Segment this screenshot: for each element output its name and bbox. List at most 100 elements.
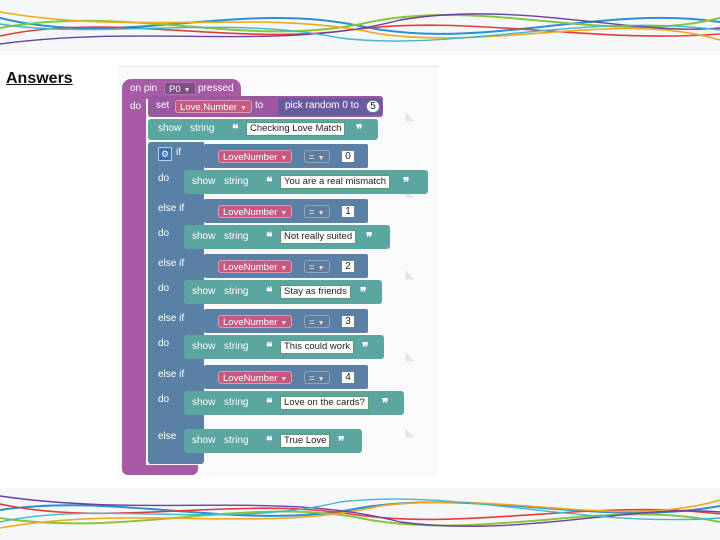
top-decorative-band xyxy=(0,0,720,55)
open-quote-icon: ❝ xyxy=(266,230,273,244)
pick-random-label: pick random 0 to xyxy=(285,100,359,111)
string-value-field[interactable]: Love on the cards? xyxy=(280,396,369,410)
show-label: show xyxy=(192,176,216,187)
random-max-value[interactable]: 5 xyxy=(366,100,380,113)
close-quote-icon: ❞ xyxy=(360,285,367,299)
condition-variable-name: LoveNumber xyxy=(223,317,278,328)
close-quote-icon: ❞ xyxy=(362,340,369,354)
watermark-icon: ◣ xyxy=(405,349,415,363)
watermark-icon: ◣ xyxy=(405,267,415,281)
else-label: else xyxy=(158,431,177,442)
set-variable-name: Love.Number xyxy=(180,102,238,113)
watermark-icon: ◣ xyxy=(405,425,415,439)
do-label: do xyxy=(158,394,170,405)
do-label: do xyxy=(158,228,170,239)
chevron-down-icon: ▼ xyxy=(317,320,325,327)
set-variable-dropdown[interactable]: Love.Number ▼ xyxy=(175,100,252,113)
string-value-field[interactable]: You are a real mismatch xyxy=(280,175,391,189)
compare-value[interactable]: 4 xyxy=(341,371,355,384)
open-quote-icon: ❝ xyxy=(266,175,273,189)
string-label: string xyxy=(190,123,215,134)
pin-dropdown[interactable]: P0 ▼ xyxy=(164,82,196,95)
show-label: show xyxy=(192,341,216,352)
compare-value[interactable]: 0 xyxy=(341,150,355,163)
string-value-field[interactable]: Checking Love Match xyxy=(246,122,346,136)
condition-variable-name: LoveNumber xyxy=(223,207,278,218)
close-quote-icon: ❞ xyxy=(366,230,373,244)
operator-value: = xyxy=(309,262,315,273)
open-quote-icon: ❝ xyxy=(266,434,273,448)
open-quote-icon: ❝ xyxy=(266,340,273,354)
string-label: string xyxy=(224,397,249,408)
operator-value: = xyxy=(309,152,315,163)
condition-variable-name: LoveNumber xyxy=(223,262,278,273)
operator-value: = xyxy=(309,317,315,328)
event-block-spine[interactable] xyxy=(122,99,146,475)
slide-title: Answers xyxy=(6,70,73,87)
condition-variable-dropdown[interactable]: LoveNumber ▼ xyxy=(218,371,293,384)
string-label: string xyxy=(224,231,249,242)
chevron-down-icon: ▼ xyxy=(317,376,325,383)
show-label: show xyxy=(192,435,216,446)
event-block-foot xyxy=(122,465,198,475)
string-value-field[interactable]: Stay as friends xyxy=(280,285,351,299)
pin-value: P0 xyxy=(169,84,181,95)
do-label: do xyxy=(158,283,170,294)
operator-dropdown[interactable]: = ▼ xyxy=(304,315,330,328)
watermark-icon: ◣ xyxy=(405,109,415,123)
chevron-down-icon: ▼ xyxy=(280,320,288,327)
operator-value: = xyxy=(309,373,315,384)
open-quote-icon: ❝ xyxy=(266,396,273,410)
if-label: if xyxy=(176,147,181,158)
show-label: show xyxy=(192,231,216,242)
do-label: do xyxy=(158,173,170,184)
string-value-field[interactable]: True Love xyxy=(280,434,331,448)
condition-variable-dropdown[interactable]: LoveNumber ▼ xyxy=(218,315,293,328)
open-quote-icon: ❝ xyxy=(266,285,273,299)
else-if-label: else if xyxy=(158,369,185,380)
wave-decoration xyxy=(0,495,720,529)
pressed-label: pressed xyxy=(198,83,234,94)
chevron-down-icon: ▼ xyxy=(280,210,288,217)
pick-random-block[interactable] xyxy=(278,98,382,115)
blocks-workspace[interactable]: ◣ ◣ ◣ ◣ ◣ on pin P0▼ pressed do set Love… xyxy=(118,66,438,477)
operator-dropdown[interactable]: = ▼ xyxy=(304,150,330,163)
chevron-down-icon: ▼ xyxy=(280,265,288,272)
chevron-down-icon: ▼ xyxy=(280,376,288,383)
close-quote-icon: ❞ xyxy=(338,434,345,448)
compare-value[interactable]: 1 xyxy=(341,205,355,218)
condition-variable-dropdown[interactable]: LoveNumber ▼ xyxy=(218,260,293,273)
operator-dropdown[interactable]: = ▼ xyxy=(304,205,330,218)
string-value-field[interactable]: Not really suited xyxy=(280,230,357,244)
show-string-block[interactable] xyxy=(184,429,362,453)
string-value-field[interactable]: This could work xyxy=(280,340,354,354)
show-label: show xyxy=(192,286,216,297)
else-if-label: else if xyxy=(158,313,185,324)
condition-variable-dropdown[interactable]: LoveNumber ▼ xyxy=(218,150,293,163)
wave-decoration xyxy=(0,11,720,45)
chevron-down-icon: ▼ xyxy=(280,155,288,162)
chevron-down-icon: ▼ xyxy=(317,155,325,162)
set-label: set xyxy=(156,100,170,111)
string-label: string xyxy=(224,435,249,446)
on-pin-label: on pin xyxy=(130,83,158,94)
operator-dropdown[interactable]: = ▼ xyxy=(304,260,330,273)
chevron-down-icon: ▼ xyxy=(183,87,191,94)
compare-value[interactable]: 2 xyxy=(341,260,355,273)
else-if-label: else if xyxy=(158,203,185,214)
condition-variable-name: LoveNumber xyxy=(223,373,278,384)
do-label: do xyxy=(158,338,170,349)
close-quote-icon: ❞ xyxy=(356,122,363,136)
operator-dropdown[interactable]: = ▼ xyxy=(304,371,330,384)
chevron-down-icon: ▼ xyxy=(240,105,247,112)
operator-value: = xyxy=(309,207,315,218)
compare-value[interactable]: 3 xyxy=(341,315,355,328)
chevron-down-icon: ▼ xyxy=(317,210,325,217)
event-do-label: do xyxy=(130,101,142,112)
open-quote-icon: ❝ xyxy=(232,122,239,136)
condition-variable-name: LoveNumber xyxy=(223,152,278,163)
string-label: string xyxy=(224,176,249,187)
gear-icon[interactable]: ⚙ xyxy=(158,147,172,161)
to-label: to xyxy=(255,100,264,111)
condition-variable-dropdown[interactable]: LoveNumber ▼ xyxy=(218,205,293,218)
